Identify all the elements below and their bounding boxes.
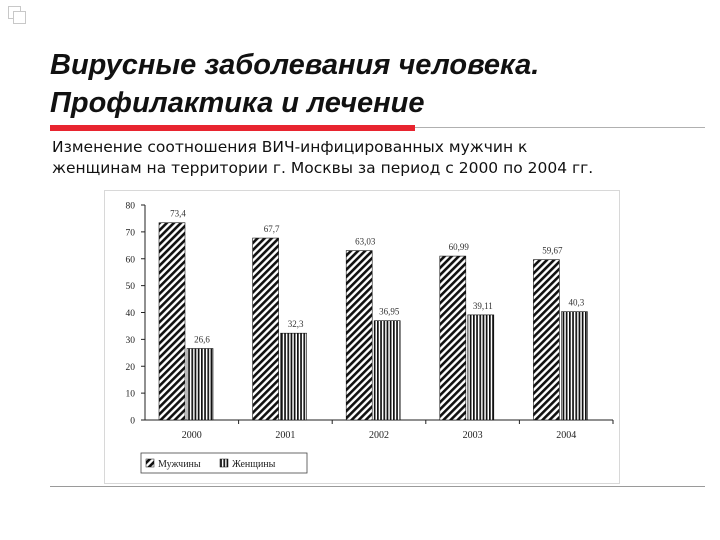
bottom-divider-line [50, 486, 705, 487]
data-label: 67,7 [264, 224, 280, 234]
data-label: 36,95 [379, 307, 400, 317]
x-tick-label: 2003 [463, 430, 483, 441]
slide-subtitle: Изменение соотношения ВИЧ-инфицированных… [52, 137, 702, 179]
slide-title: Вирусные заболевания человека. Профилакт… [50, 46, 700, 122]
slide-title-line-2: Профилактика и лечение [50, 87, 425, 119]
data-label: 60,99 [449, 242, 470, 252]
y-tick-label: 50 [126, 282, 136, 292]
data-label: 59,67 [542, 246, 563, 256]
y-tick-label: 20 [126, 363, 136, 373]
y-tick-label: 80 [126, 202, 136, 212]
legend-label-women: Женщины [232, 459, 276, 470]
data-label: 26,6 [194, 335, 210, 345]
y-tick-label: 70 [126, 228, 136, 238]
data-label: 73,4 [170, 209, 186, 219]
x-tick-label: 2000 [182, 430, 202, 441]
bar-men [533, 259, 560, 421]
slide-title-line-1: Вирусные заболевания человека. [50, 49, 540, 81]
bar-women [186, 348, 214, 421]
data-label: 63,03 [355, 237, 376, 247]
slide-subtitle-line-1: Изменение соотношения ВИЧ-инфицированных… [52, 138, 528, 156]
bar-women [373, 320, 401, 421]
chart-legend: Мужчины Женщины [140, 452, 308, 474]
data-label: 39,11 [473, 301, 493, 311]
bar-men [158, 222, 186, 421]
legend-label-men: Мужчины [158, 459, 201, 470]
title-divider-line [415, 127, 705, 128]
slide-subtitle-line-2: женщинам на территории г. Москвы за пери… [52, 159, 594, 177]
data-label: 40,3 [569, 298, 585, 308]
bar-men [439, 255, 467, 421]
title-accent-bar [50, 125, 415, 131]
y-tick-label: 30 [126, 336, 136, 346]
legend-swatch-men [145, 458, 155, 468]
legend-swatch-women [219, 458, 229, 468]
bar-men [252, 237, 279, 421]
bar-chart: 0 10 20 30 40 50 60 70 80 2000 2001 2002 2003 2004 73… [126, 202, 614, 474]
chart-axes: 0 10 20 30 40 50 60 70 80 2000 2001 2002 2003 2004 [126, 202, 614, 441]
y-tick-label: 0 [130, 417, 135, 427]
y-tick-label: 40 [126, 309, 136, 319]
bar-women [280, 332, 307, 421]
x-tick-label: 2002 [369, 430, 389, 441]
y-tick-label: 60 [126, 255, 136, 265]
bar-women [561, 311, 588, 421]
x-tick-label: 2001 [275, 430, 295, 441]
bar-men [345, 250, 373, 421]
slide-corner-decoration [8, 6, 26, 24]
y-tick-label: 10 [126, 390, 136, 400]
chart-bars [158, 222, 588, 421]
chart-data-labels: 73,4 26,6 67,7 32,3 63,03 36,95 60,99 39,11 59,6… [170, 209, 585, 345]
data-label: 32,3 [288, 319, 304, 329]
bar-women [467, 314, 495, 421]
chart-container: 0 10 20 30 40 50 60 70 80 2000 2001 2002 2003 2004 73… [104, 190, 620, 484]
x-tick-label: 2004 [556, 430, 576, 441]
